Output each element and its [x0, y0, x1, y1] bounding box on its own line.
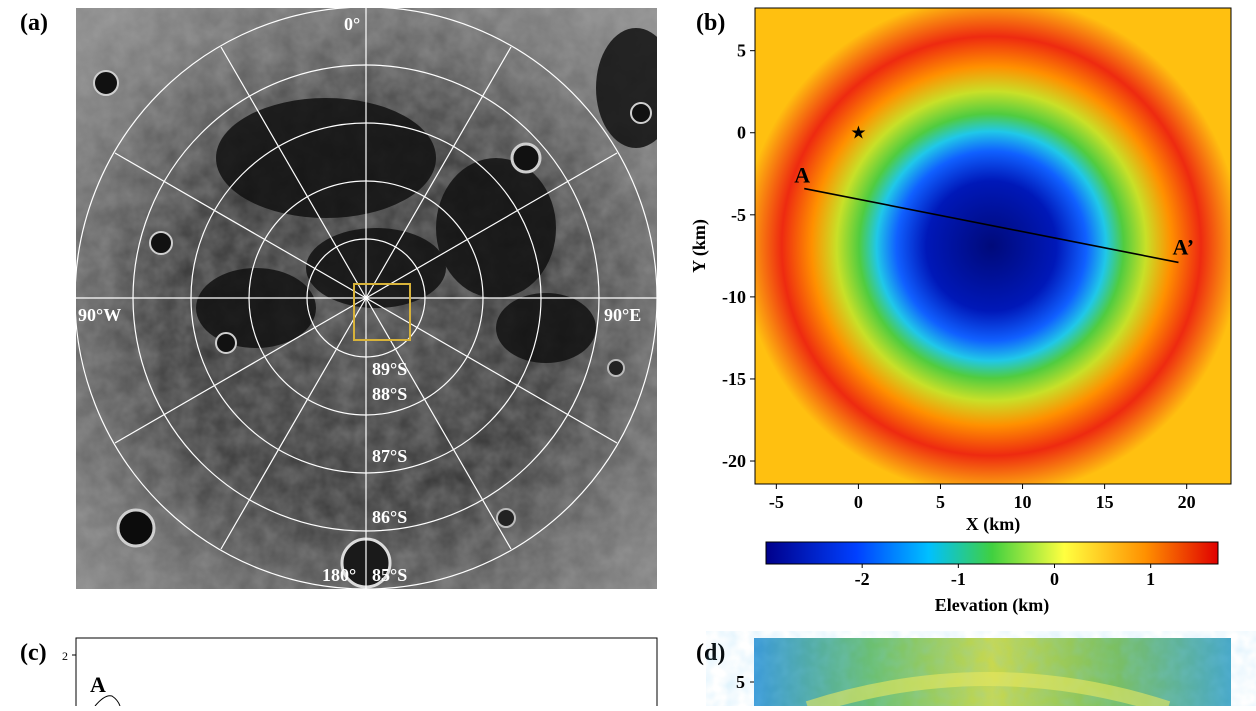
study-area-box	[353, 283, 411, 341]
profile-curve	[94, 695, 121, 707]
profile-y-tick: 2	[62, 649, 68, 663]
profile-end-label: A’	[1172, 234, 1194, 259]
colorbar-tick-label: 0	[1050, 569, 1059, 589]
profile-a-label: A	[90, 672, 106, 697]
y-tick-label: -10	[722, 287, 746, 307]
polar-map-svg: 0° 90°W 90°E 180° 89°S 88°S 87°S 86°S 85…	[74, 6, 676, 590]
profile-line-a-a	[804, 187, 1179, 264]
colorbar-tick-label: -2	[855, 569, 870, 589]
profile-start-label: A	[794, 163, 810, 188]
y-tick-label: 5	[737, 41, 746, 61]
profile-plot-frame	[75, 637, 658, 709]
lat-label-86: 86°S	[372, 507, 407, 527]
colorbar-tick-label: -1	[951, 569, 966, 589]
y-axis-label: Y (km)	[689, 219, 710, 273]
heatmap-elevation	[755, 8, 1231, 484]
panel-d-map: 5	[688, 630, 1256, 711]
lon-label-right: 90°E	[604, 305, 641, 325]
lon-label-left: 90°W	[78, 305, 121, 325]
lat-label-85: 85°S	[372, 565, 407, 585]
x-tick-label: 20	[1178, 492, 1196, 512]
panel-c-profile: 2 A	[0, 630, 680, 709]
panel-d-label: (d)	[696, 640, 726, 666]
x-tick-label: 15	[1096, 492, 1114, 512]
lat-label-88: 88°S	[372, 384, 407, 404]
y-tick-label: 0	[737, 123, 746, 143]
panel-d-svg: 5	[736, 638, 1231, 711]
panel-d-y-tick: 5	[736, 672, 745, 692]
star-icon: ★	[850, 123, 866, 143]
y-tick-label: -20	[722, 451, 746, 471]
lat-label-87: 87°S	[372, 446, 407, 466]
profile-plot-svg: 2 A	[62, 637, 658, 709]
panel-c-label: (c)	[20, 640, 47, 666]
panel-a-polar-map: 0° 90°W 90°E 180° 89°S 88°S 87°S 86°S 85…	[74, 6, 676, 590]
panel-b-label: (b)	[696, 10, 726, 36]
x-tick-label: 10	[1014, 492, 1032, 512]
x-tick-label: 5	[936, 492, 945, 512]
colorbar-label: Elevation (km)	[935, 595, 1050, 616]
panel-b-elevation-map: -5 0 5 10 15 20 5 0 -5 -10 -15 -20 A A’ ★ X (km) Y …	[688, 0, 1248, 620]
colorbar-tick-label: 1	[1146, 569, 1155, 589]
plot-frame	[754, 7, 1232, 485]
x-tick-label: -5	[769, 492, 784, 512]
panel-a-label: (a)	[20, 10, 48, 36]
lat-label-89: 89°S	[372, 359, 407, 379]
lon-label-bottom: 180°	[322, 565, 356, 585]
y-tick-label: -15	[722, 369, 746, 389]
x-axis-label: X (km)	[966, 514, 1021, 535]
graticule	[74, 6, 658, 590]
x-tick-label: 0	[854, 492, 863, 512]
lon-label-top: 0°	[344, 14, 360, 34]
colorbar	[765, 541, 1219, 565]
y-tick-label: -5	[731, 205, 746, 225]
